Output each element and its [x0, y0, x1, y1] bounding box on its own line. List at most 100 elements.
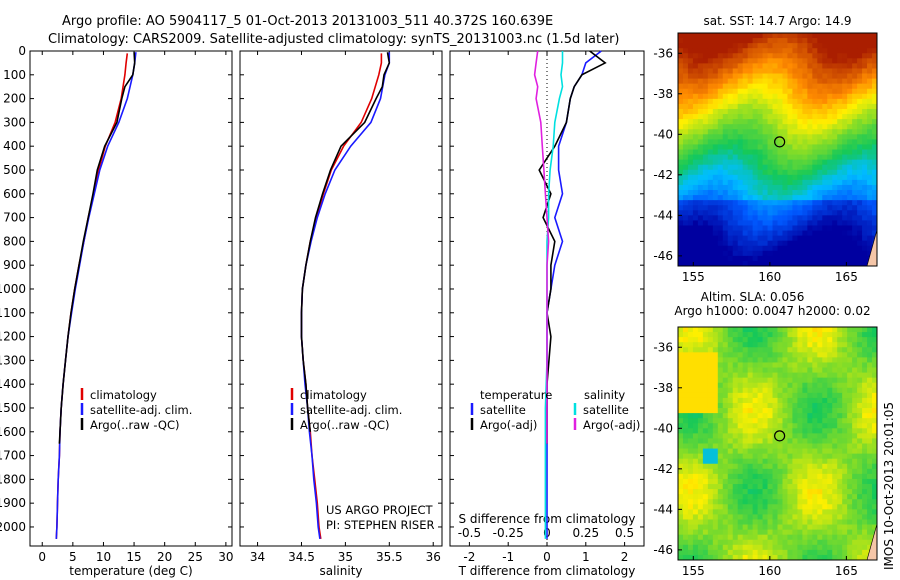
map-grid-cell	[742, 509, 749, 515]
map-grid-cell	[717, 260, 724, 267]
map-grid-cell	[702, 478, 709, 485]
map-grid-cell	[702, 367, 709, 373]
map-grid-cell	[772, 33, 778, 39]
map-grid-cell	[717, 362, 724, 368]
map-grid-cell	[827, 534, 833, 541]
map-grid-cell	[792, 413, 798, 419]
map-grid-cell	[697, 443, 704, 449]
map-grid-cell	[827, 463, 833, 470]
map-grid-cell	[727, 494, 734, 500]
map-grid-cell	[832, 392, 838, 399]
map-grid-cell	[782, 73, 788, 79]
map-grid-cell	[717, 215, 724, 221]
map-grid-cell	[717, 48, 724, 54]
map-grid-cell	[747, 43, 754, 49]
map-grid-cell	[727, 428, 734, 434]
map-grid-cell	[737, 377, 744, 384]
map-grid-cell	[687, 174, 694, 181]
map-grid-cell	[702, 154, 709, 161]
map-grid-cell	[678, 240, 684, 247]
map-grid-cell	[732, 484, 739, 490]
map-grid-cell	[727, 174, 734, 181]
map-grid-cell	[707, 154, 714, 161]
map-grid-cell	[727, 103, 734, 110]
map-grid-cell	[742, 98, 749, 105]
map-grid-cell	[847, 408, 853, 414]
map-grid-cell	[722, 539, 729, 546]
map-grid-cell	[722, 352, 729, 358]
map-grid-cell	[757, 382, 763, 389]
map-grid-cell	[707, 78, 714, 85]
map-grid-cell	[852, 408, 858, 414]
map-grid-cell	[692, 78, 699, 85]
map-grid-cell	[842, 382, 848, 389]
map-grid-cell	[847, 164, 853, 171]
map-grid-cell	[842, 514, 848, 520]
y-tick-label: -42	[653, 462, 673, 476]
map-grid-cell	[732, 352, 739, 358]
map-grid-cell	[872, 114, 878, 120]
difference-panel: -2 -1 0 1 2T difference from climatology-0.5…	[449, 50, 645, 578]
map-grid-cell	[727, 367, 734, 373]
map-grid-cell	[807, 489, 813, 495]
map-grid-cell	[872, 377, 878, 384]
map-grid-cell	[867, 195, 873, 201]
map-grid-cell	[732, 534, 739, 541]
map-grid-cell	[742, 78, 749, 85]
map-grid-cell	[752, 119, 759, 125]
map-grid-cell	[767, 68, 773, 74]
map-grid-cell	[747, 48, 754, 54]
map-grid-cell	[847, 144, 853, 150]
map-grid-cell	[792, 347, 798, 353]
top-x-tick-label: -0.5	[458, 526, 481, 540]
map-grid-cell	[852, 438, 858, 444]
map-grid-cell	[737, 83, 744, 90]
map-grid-cell	[707, 433, 714, 439]
map-grid-cell	[797, 200, 803, 206]
map-grid-cell	[857, 529, 863, 536]
map-grid-cell	[782, 169, 788, 176]
map-grid-cell	[807, 58, 813, 64]
map-grid-cell	[837, 504, 843, 510]
map-grid-cell	[692, 73, 699, 79]
map-grid-cell	[857, 114, 863, 120]
map-grid-cell	[732, 149, 739, 155]
map-grid-cell	[817, 73, 823, 79]
map-grid-cell	[842, 190, 848, 196]
map-grid-cell	[727, 499, 734, 505]
map-grid-cell	[852, 129, 858, 135]
map-grid-cell	[782, 164, 788, 171]
map-grid-cell	[817, 332, 823, 338]
map-grid-cell	[802, 164, 808, 171]
map-grid-cell	[727, 184, 734, 191]
map-grid-cell	[777, 397, 783, 404]
map-grid-cell	[802, 494, 808, 500]
map-grid-cell	[678, 408, 684, 414]
map-grid-cell	[767, 139, 773, 145]
map-grid-cell	[802, 382, 808, 389]
map-grid-cell	[697, 357, 704, 363]
map-grid-cell	[812, 433, 818, 439]
map-grid-cell	[797, 347, 803, 353]
map-grid-cell	[707, 458, 714, 465]
map-grid-cell	[822, 514, 828, 520]
map-grid-cell	[787, 529, 793, 536]
map-grid-cell	[742, 448, 749, 455]
map-grid-cell	[837, 33, 843, 39]
map-grid-cell	[862, 514, 868, 520]
map-grid-cell	[827, 245, 833, 252]
map-grid-cell	[682, 332, 689, 338]
map-grid-cell	[742, 210, 749, 216]
map-grid-cell	[807, 468, 813, 475]
map-grid-cell	[857, 549, 863, 556]
map-grid-cell	[817, 215, 823, 221]
map-grid-cell	[717, 519, 724, 525]
map-grid-cell	[832, 418, 838, 424]
map-grid-cell	[812, 250, 818, 257]
map-grid-cell	[717, 225, 724, 231]
map-grid-cell	[812, 174, 818, 181]
map-grid-cell	[752, 352, 759, 358]
map-grid-cell	[867, 124, 873, 130]
map-grid-cell	[702, 352, 709, 358]
map-grid-cell	[682, 327, 689, 333]
